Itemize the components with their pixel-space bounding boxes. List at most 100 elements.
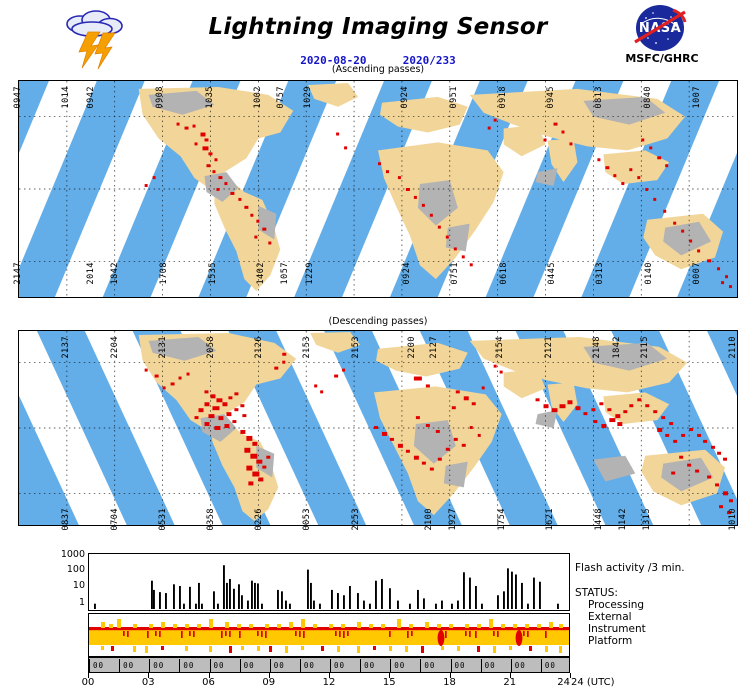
orbit-time-label: 1315 — [642, 508, 652, 531]
orbit-time-label: 1535 — [208, 262, 218, 285]
orbit-time-label: 2154 — [495, 336, 505, 359]
x-axis-label: 00 — [81, 677, 95, 688]
status-row-platform: Platform — [588, 635, 633, 647]
status-row-processing: Processing — [588, 599, 645, 611]
ascending-pass-map — [18, 80, 738, 298]
hour-box: 00 — [330, 659, 358, 673]
orbit-time-label: 0445 — [547, 262, 557, 285]
orbit-time-label: 0757 — [276, 86, 286, 109]
x-axis-label: 15 — [382, 677, 396, 688]
hour-box: 00 — [510, 659, 539, 673]
hour-box: 00 — [420, 659, 448, 673]
nasa-meatball-logo: NASA — [634, 5, 687, 51]
orbit-time-label: 2100 — [424, 508, 434, 531]
hour-box-label: 00 — [544, 661, 556, 670]
orbit-time-label: 1002 — [253, 86, 263, 109]
orbit-time-label: 1014 — [61, 86, 71, 109]
status-row-external: External — [588, 611, 632, 623]
orbit-time-label: 0313 — [595, 262, 605, 285]
orbit-time-label: 1029 — [303, 86, 313, 109]
ascending-map-frame — [18, 80, 738, 298]
orbit-time-label: 2131 — [158, 336, 168, 359]
orbit-time-label: 0918 — [498, 86, 508, 109]
orbit-time-label: 2148 — [592, 336, 602, 359]
nasa-center-label: MSFC/GHRC — [625, 52, 699, 65]
hour-box: 00 — [239, 659, 268, 673]
hour-box: 00 — [149, 659, 177, 673]
x-axis-tick — [268, 673, 270, 678]
orbit-time-label: 0007 — [692, 262, 702, 285]
ascending-pass-label: (Ascending passes) — [331, 64, 425, 75]
orbit-time-label: 0924 — [400, 86, 410, 109]
hour-box: 00 — [209, 659, 238, 673]
hour-box-label: 00 — [273, 661, 285, 670]
chart-legend: Flash activity /3 min. STATUS: Processin… — [575, 562, 755, 647]
orbit-time-label: 0531 — [158, 508, 168, 531]
hour-box-label: 00 — [123, 661, 135, 670]
orbit-time-label: 0053 — [302, 508, 312, 531]
hour-box: 00 — [269, 659, 298, 673]
hour-box: 00 — [119, 659, 147, 673]
orbit-time-label: 2115 — [640, 336, 650, 359]
orbit-time-label: 0837 — [61, 508, 71, 531]
hour-box-label: 00 — [213, 661, 225, 670]
orbit-time-label: 1708 — [159, 262, 169, 285]
descending-pass-label: (Descending passes) — [328, 316, 428, 327]
hour-box-label: 00 — [183, 661, 195, 670]
orbit-time-label: 1927 — [448, 508, 458, 531]
hour-box-label: 00 — [514, 661, 526, 670]
orbit-time-label: 0358 — [206, 508, 216, 531]
x-axis-tick — [509, 673, 511, 678]
orbit-time-label: 0813 — [594, 86, 604, 109]
x-axis-tick — [570, 673, 571, 678]
orbit-time-label: 1229 — [305, 262, 315, 285]
y-tick-1: 1 — [78, 597, 85, 608]
orbit-time-label: 0140 — [644, 262, 654, 285]
orbit-time-label: 1035 — [205, 86, 215, 109]
x-axis-tick — [449, 673, 451, 678]
orbit-time-label: 2204 — [110, 336, 120, 359]
hour-box-label: 00 — [93, 661, 105, 670]
ascending-map-graphics — [19, 81, 737, 297]
orbit-time-label: 0908 — [155, 86, 165, 109]
orbit-time-label: 1621 — [545, 508, 555, 531]
x-axis-label: 21 — [503, 677, 517, 688]
orbit-time-label: 0924 — [402, 262, 412, 285]
orbit-time-label: 2058 — [206, 336, 216, 359]
hour-box-label: 00 — [424, 661, 436, 670]
observation-date: 2020-08-20 — [300, 54, 367, 67]
utc-axis-label: 24 (UTC) — [571, 677, 615, 688]
orbit-time-label: 0947 — [13, 86, 23, 109]
status-row-instrument: Instrument — [588, 623, 646, 635]
x-axis-label: 18 — [443, 677, 456, 688]
orbit-time-label: 1007 — [692, 86, 702, 109]
hour-box-label: 00 — [364, 661, 376, 670]
hour-box: 00 — [450, 659, 479, 673]
descending-map-graphics — [19, 331, 737, 525]
hour-box-label: 00 — [394, 661, 406, 670]
x-axis-tick — [329, 673, 330, 678]
hour-box-row: 00 00 00 00 00 00 00 00 00 00 00 00 00 00 00 00 — [88, 657, 570, 673]
orbit-time-label: 0945 — [546, 86, 556, 109]
flash-activity-plot — [88, 553, 570, 611]
orbit-time-label: 0618 — [499, 262, 509, 285]
orbit-time-label: 2153 — [351, 336, 361, 359]
hour-box: 00 — [179, 659, 207, 673]
y-tick-10: 10 — [72, 580, 85, 591]
status-strip-plot — [88, 613, 570, 657]
hour-box: 00 — [540, 659, 569, 673]
orbit-time-label: 2147 — [13, 262, 23, 285]
orbit-time-label: 0751 — [450, 262, 460, 285]
hour-box-label: 00 — [153, 661, 165, 670]
hour-box-label: 00 — [484, 661, 496, 670]
orbit-time-label: 2253 — [351, 508, 361, 531]
y-tick-100: 100 — [66, 564, 85, 575]
orbit-time-label: 1754 — [497, 508, 507, 531]
orbit-time-label: 2121 — [544, 336, 554, 359]
hour-box-label: 00 — [303, 661, 315, 670]
orbit-time-label: 0942 — [86, 86, 96, 109]
hour-box: 00 — [89, 659, 117, 673]
hour-box: 00 — [480, 659, 509, 673]
x-axis-label: 06 — [202, 677, 215, 688]
orbit-time-label: 0226 — [254, 508, 264, 531]
